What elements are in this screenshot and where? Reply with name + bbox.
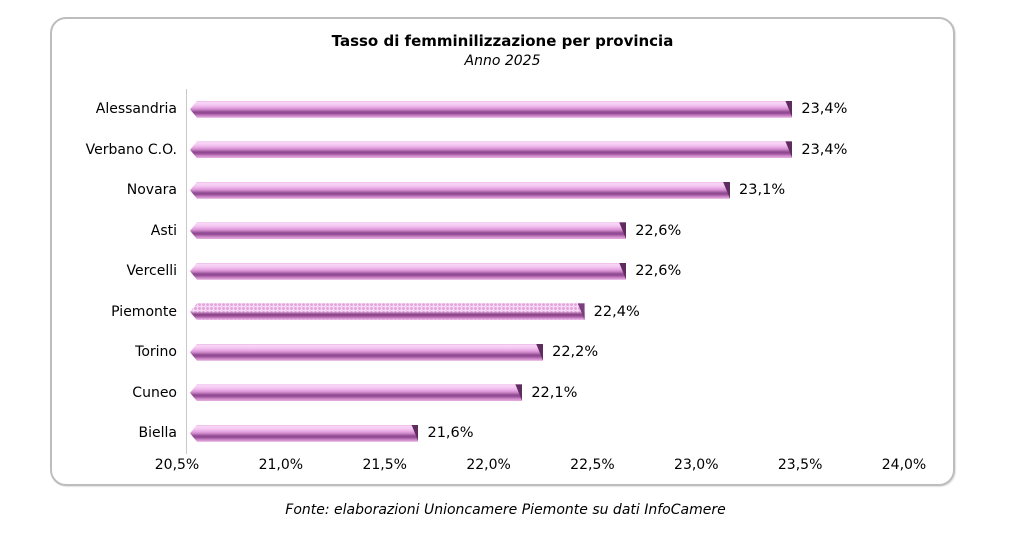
bar-row: Torino 22,2% [52,332,953,373]
value-label: 22,6% [635,222,682,239]
bar-verbano-co [190,141,793,159]
x-tick-label: 23,5% [777,456,823,473]
x-tick-label: 20,5% [154,456,200,473]
value-label: 22,2% [552,344,599,361]
bar-track: 22,1% [186,372,914,413]
bar-row: Novara 23,1% [52,170,953,211]
bar-torino [190,343,544,361]
value-label: 23,1% [739,182,786,199]
category-label: Alessandria [95,101,177,118]
bar-track: 22,6% [186,251,914,292]
category-label: Novara [126,182,177,199]
bar-track: 22,6% [186,210,914,251]
x-tick-label: 22,5% [570,456,615,473]
chart-title: Tasso di femminilizzazione per provincia [331,32,674,50]
x-axis: 20,5% 21,0% 21,5% 22,0% 22,5% 23,0% 23,5… [155,454,926,478]
bar-row: Verbano C.O. 23,4% [52,129,953,170]
bar-alessandria [190,100,793,118]
category-label: Biella [138,425,177,442]
bar-track: 22,4% [186,291,914,332]
category-label: Vercelli [126,263,177,280]
bar-track: 21,6% [186,413,914,454]
bar-row: Asti 22,6% [52,210,953,251]
value-label: 22,6% [635,263,682,280]
chart-panel: Tasso di femminilizzazione per provincia… [50,17,955,486]
x-tick-label: 22,0% [466,456,511,473]
bar-track: 22,2% [186,332,914,373]
category-label: Verbano C.O. [85,141,177,158]
plot-area: Alessandria 23,4% Verbano C.O. 23,4% Nov… [52,89,953,478]
value-label: 21,6% [427,425,474,442]
value-label: 22,1% [531,384,578,401]
x-tick-label: 21,0% [258,456,304,473]
bar-row: Biella 21,6% [52,413,953,454]
bar-asti [190,222,627,240]
bar-vercelli [190,262,627,280]
bar-piemonte [190,303,585,321]
bar-cuneo [190,384,523,402]
x-tick-label: 24,0% [881,456,927,473]
bar-row: Piemonte 22,4% [52,291,953,332]
x-tick-label: 21,5% [362,456,407,473]
source-caption: Fonte: elaborazioni Unioncamere Piemonte… [285,502,726,518]
bar-row: Alessandria 23,4% [52,89,953,130]
bar-track: 23,4% [186,129,914,170]
category-label: Asti [150,222,177,239]
category-label: Piemonte [111,303,177,320]
category-label: Torino [135,344,177,361]
chart-subtitle: Anno 2025 [464,53,541,69]
value-label: 23,4% [801,141,848,158]
value-label: 22,4% [593,303,640,320]
bar-track: 23,1% [186,170,914,211]
bar-row: Cuneo 22,1% [52,372,953,413]
category-label: Cuneo [132,384,177,401]
value-label: 23,4% [801,101,848,118]
x-tick-label: 23,0% [674,456,719,473]
bar-row: Vercelli 22,6% [52,251,953,292]
bar-biella [190,424,419,442]
bar-track: 23,4% [186,89,914,130]
bar-novara [190,181,731,199]
